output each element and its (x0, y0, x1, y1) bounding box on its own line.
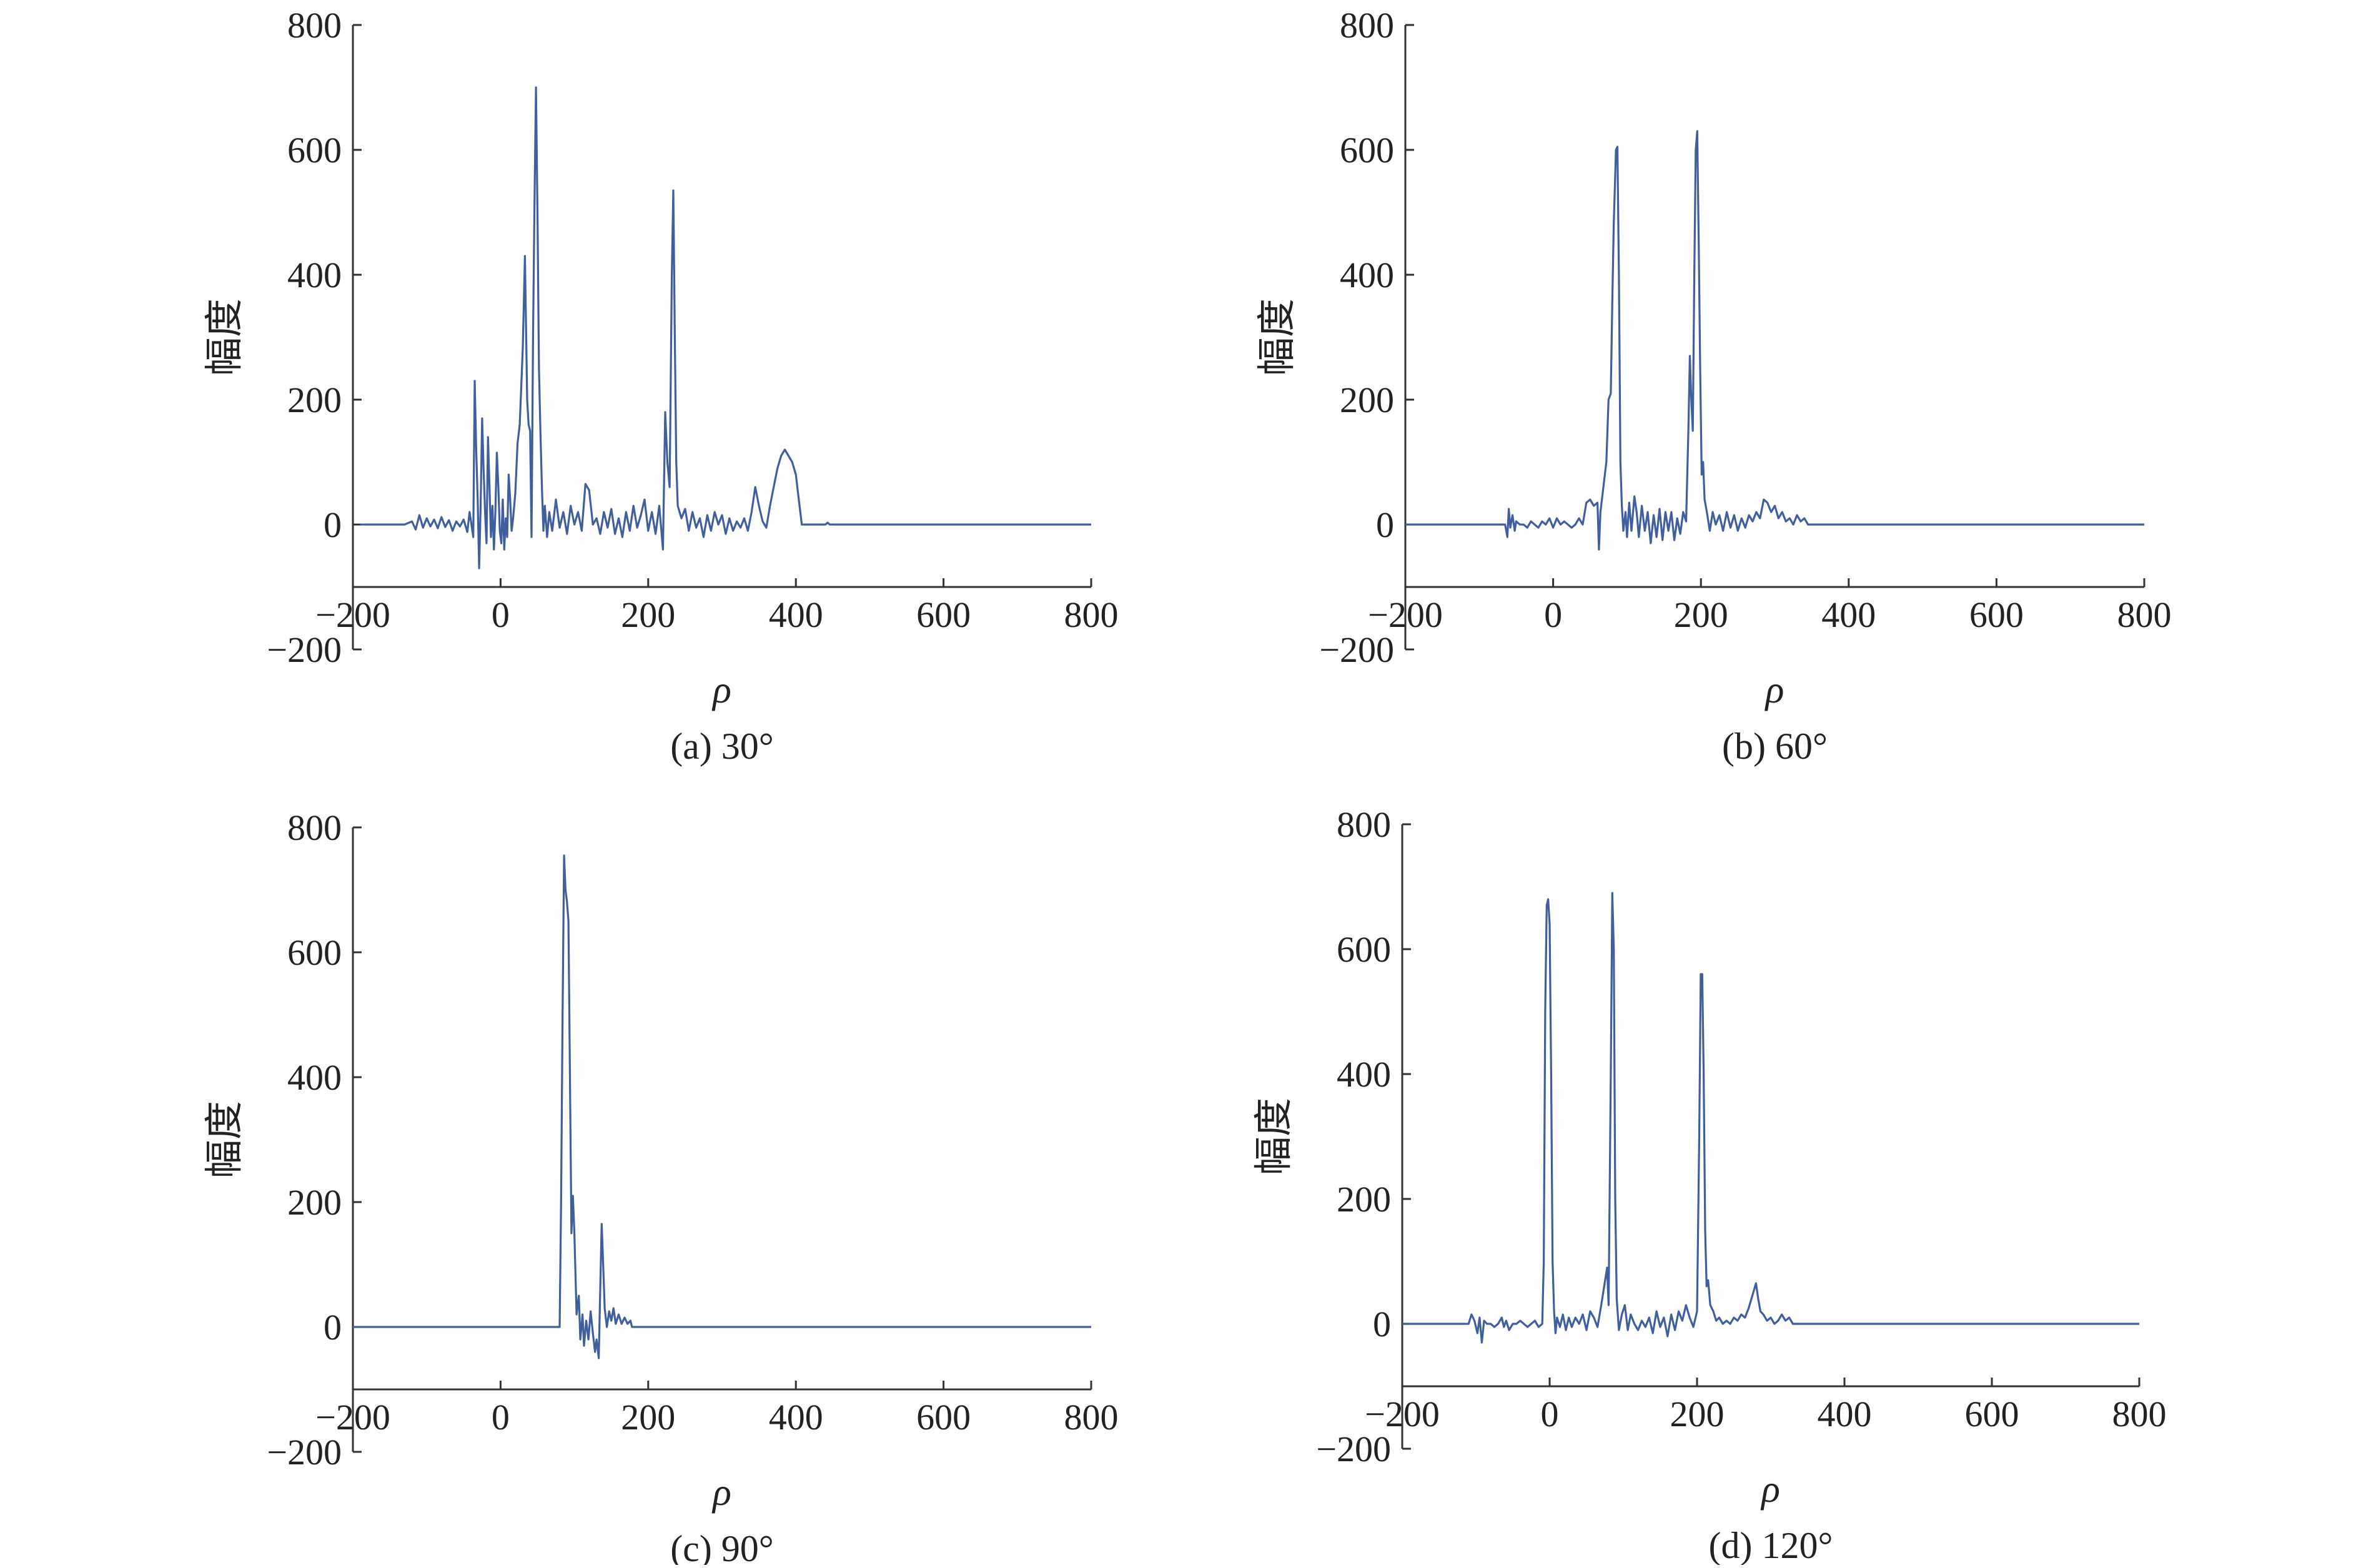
y-tick-label: 0 (324, 505, 342, 545)
x-tick-label: 200 (1670, 1394, 1725, 1434)
subplot-caption: (a) 30° (670, 726, 774, 767)
subplot-2: −200 0 200 400 600 800 −200 0 200 400 600 800 幅度 ρ (b)… (1256, 5, 2172, 767)
x-axis-label: ρ (711, 1471, 731, 1514)
y-tick-label: 200 (1340, 380, 1394, 420)
y-tick-label: 600 (1340, 130, 1394, 170)
x-tick-label: −200 (315, 1397, 390, 1437)
x-tick-label: 0 (492, 594, 510, 635)
x-tick-label: 200 (621, 594, 675, 635)
subplot-caption: (b) 60° (1722, 726, 1828, 767)
x-tick-label: 400 (769, 594, 823, 635)
x-tick-label: 600 (916, 594, 971, 635)
x-tick-label: −200 (315, 594, 390, 635)
y-axis-label: 幅度 (1256, 298, 1299, 376)
x-tick-label: 800 (2112, 1394, 2167, 1434)
x-tick-label: 0 (492, 1397, 510, 1437)
y-tick-label: 400 (1337, 1054, 1391, 1095)
y-tick-label: 400 (287, 255, 342, 295)
x-tick-label: 800 (2117, 594, 2172, 635)
x-axis-label: ρ (711, 669, 731, 711)
y-axis-label: 幅度 (204, 1101, 246, 1178)
y-tick-label: −200 (1319, 629, 1394, 670)
x-tick-label: 800 (1064, 594, 1119, 635)
x-tick-label: −200 (1368, 594, 1443, 635)
y-tick-label: 800 (1337, 804, 1391, 845)
y-tick-label: −200 (1316, 1429, 1391, 1469)
series-line (353, 854, 1091, 1359)
y-tick-label: 800 (287, 5, 342, 46)
y-tick-label: 800 (287, 807, 342, 848)
y-tick-label: 600 (287, 932, 342, 973)
y-tick-label: 600 (1337, 929, 1391, 970)
x-tick-label: −200 (1365, 1394, 1440, 1434)
y-tick-label: 200 (287, 1182, 342, 1223)
y-tick-label: 200 (287, 380, 342, 420)
series-line (360, 86, 1091, 570)
x-tick-label: 600 (916, 1397, 971, 1437)
subplot-4: −200 0 200 400 600 800 −200 0 200 400 600 800 幅度 ρ (d)… (1253, 804, 2167, 1566)
y-tick-label: −200 (267, 1432, 342, 1472)
x-tick-label: 600 (1969, 594, 2024, 635)
y-tick-label: 800 (1340, 5, 1394, 46)
y-axis-label: 幅度 (1253, 1098, 1295, 1175)
x-tick-label: 400 (1821, 594, 1876, 635)
series-line (1405, 130, 2144, 551)
y-tick-label: 400 (1340, 255, 1394, 295)
subplot-caption: (c) 90° (670, 1528, 774, 1565)
y-tick-label: 0 (324, 1307, 342, 1348)
x-tick-label: 200 (1674, 594, 1728, 635)
y-tick-label: 200 (1337, 1179, 1391, 1220)
y-axis-label: 幅度 (204, 298, 246, 376)
y-tick-label: −200 (267, 629, 342, 670)
x-tick-label: 0 (1541, 1394, 1559, 1434)
x-tick-label: 800 (1064, 1397, 1119, 1437)
y-tick-label: 400 (287, 1057, 342, 1098)
x-tick-label: 200 (621, 1397, 675, 1437)
x-tick-label: 400 (1818, 1394, 1872, 1434)
subplot-1: −200 0 200 400 600 800 −200 0 200 400 600 800 幅度 ρ (a)… (204, 5, 1119, 767)
subplot-caption: (d) 120° (1709, 1525, 1833, 1565)
series-line (1402, 892, 2139, 1344)
x-axis-label: ρ (1760, 1468, 1780, 1511)
x-tick-label: 600 (1965, 1394, 2019, 1434)
y-tick-label: 600 (287, 130, 342, 170)
x-tick-label: 400 (769, 1397, 823, 1437)
y-tick-label: 0 (1373, 1304, 1391, 1344)
x-tick-label: 0 (1544, 594, 1562, 635)
subplot-3: −200 0 200 400 600 800 −200 0 200 400 600 800 幅度 ρ (c)… (204, 807, 1119, 1568)
y-tick-label: 0 (1376, 505, 1394, 545)
x-axis-label: ρ (1765, 669, 1784, 711)
